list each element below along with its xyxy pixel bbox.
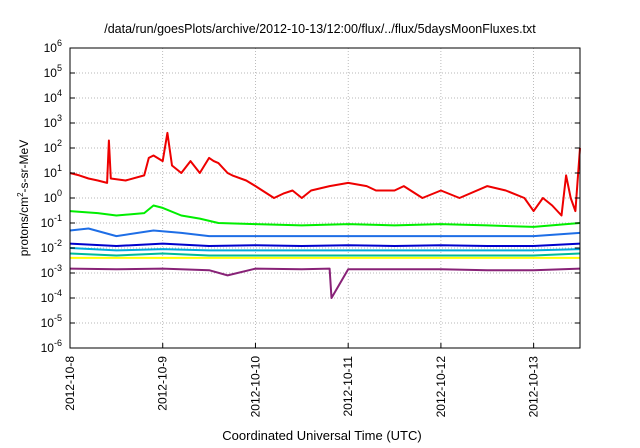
x-tick-label: 2012-10-12 <box>434 356 448 418</box>
x-tick-label: 2012-10-13 <box>527 356 541 418</box>
y-tick-label: 103 <box>44 113 62 130</box>
y-tick-label: 10-1 <box>41 213 62 230</box>
y-tick-label: 100 <box>44 188 62 205</box>
x-tick-label: 2012-10-10 <box>248 356 262 418</box>
series-line-1 <box>69 131 581 217</box>
y-tick-label: 102 <box>44 138 62 155</box>
x-tick-label: 2012-10-9 <box>156 356 170 411</box>
series-line-4 <box>69 247 581 252</box>
x-ticks: 2012-10-8 2012-10-9 2012-10-10 2012-10-11 20… <box>63 343 541 417</box>
y-tick-label: 10-2 <box>41 238 62 255</box>
y-tick-label: 10-6 <box>41 338 62 355</box>
series-line-6 <box>69 252 581 257</box>
y-tick-label: 101 <box>44 163 62 180</box>
x-axis-label: Coordinated Universal Time (UTC) <box>222 428 422 443</box>
chart-title: /data/run/goesPlots/archive/2012-10-13/1… <box>104 22 536 36</box>
series-line-3 <box>69 227 581 238</box>
grid <box>70 48 580 348</box>
x-tick-label: 2012-10-11 <box>341 356 355 417</box>
series-line-8 <box>69 267 581 299</box>
y-tick-label: 106 <box>44 38 62 55</box>
y-ticks: 10-6 10-5 10-4 10-3 10-2 10-1 100 101 102 103 104 1… <box>41 38 580 355</box>
series-line-2 <box>69 204 581 228</box>
y-tick-label: 104 <box>44 88 62 105</box>
series-lines <box>69 131 581 299</box>
y-tick-label: 105 <box>44 63 62 80</box>
series-line-5 <box>69 242 581 247</box>
y-tick-label: 10-3 <box>41 263 62 280</box>
y-tick-label: 10-5 <box>41 313 62 330</box>
x-tick-label: 2012-10-8 <box>63 356 77 411</box>
y-tick-label: 10-4 <box>41 288 62 305</box>
